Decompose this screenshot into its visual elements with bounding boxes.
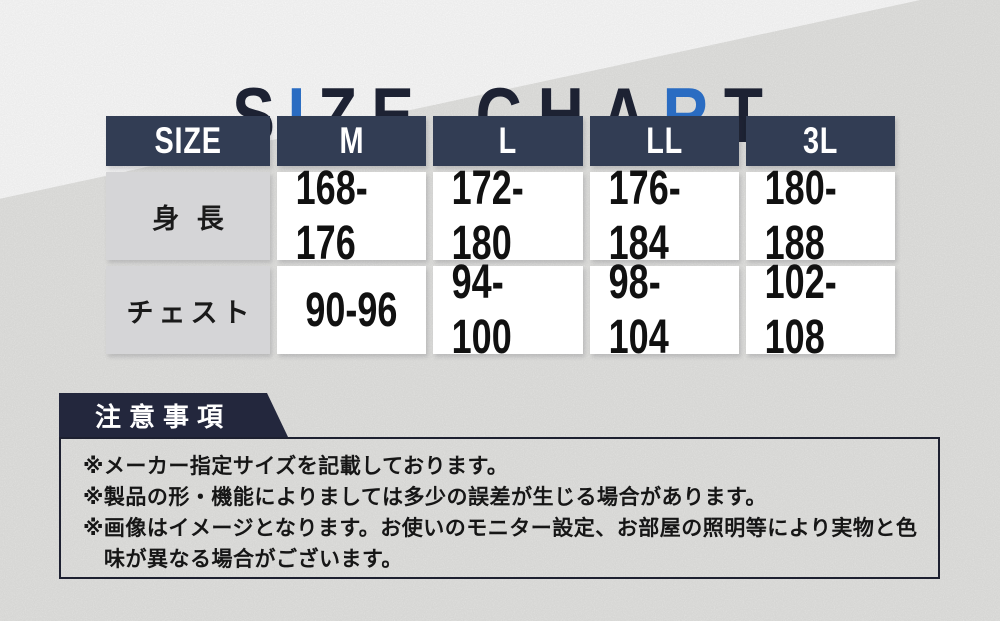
table-value-cell-text: 102-108	[764, 256, 837, 364]
table-corner-header: SIZE	[106, 116, 270, 166]
table-value-cell: 102-108	[745, 256, 895, 364]
table-row-label-text: チェスト	[126, 297, 255, 328]
table-row-label-text: 身 長	[152, 203, 229, 234]
notice-item: ※製品の形・機能によりましては多少の誤差が生じる場合があります。	[83, 486, 767, 509]
table-col-header: L	[433, 116, 583, 166]
notice-item: ※画像はイメージとなります。お使いのモニター設定、お部屋の照明等により実物と色味…	[83, 517, 918, 571]
table-col-header-text: L	[498, 120, 518, 161]
notice-list: ※メーカー指定サイズを記載しております。 ※製品の形・機能によりましては多少の誤差…	[83, 451, 922, 575]
table-value-cell: 98-104	[589, 256, 739, 364]
table-value-cell: 172-180	[433, 162, 583, 270]
table-col-header: 3L	[745, 116, 895, 166]
table-corner-header-text: SIZE	[154, 120, 222, 161]
table-value-cell: 94-100	[433, 256, 583, 364]
table-value-cell-text: 168-176	[295, 162, 368, 270]
table-col-header: M	[277, 116, 427, 166]
table-col-header-text: 3L	[802, 120, 838, 161]
table-col-header: LL	[589, 116, 739, 166]
table-value-cell: 180-188	[745, 162, 895, 270]
table-value-cell: 90-96	[277, 266, 427, 354]
notice-banner-label: 注意事項	[95, 401, 232, 432]
table-col-header-text: M	[339, 120, 365, 161]
table-row-label: 身 長	[106, 172, 270, 260]
notice-banner: 注意事項	[59, 393, 288, 437]
size-table: SIZE M L LL 3L 身 長 168-176 172-180 176-184 180-18…	[106, 116, 895, 364]
table-col-header-text: LL	[645, 120, 683, 161]
table-value-cell-text: 90-96	[305, 283, 398, 337]
table-value-cell-text: 94-100	[451, 256, 512, 364]
table-value-cell: 168-176	[277, 162, 427, 270]
notice-box: ※メーカー指定サイズを記載しております。 ※製品の形・機能によりましては多少の誤差…	[59, 437, 940, 579]
table-value-cell: 176-184	[589, 162, 739, 270]
notice-item: ※メーカー指定サイズを記載しております。	[83, 455, 509, 478]
table-row-label: チェスト	[106, 266, 270, 354]
table-value-cell-text: 98-104	[608, 256, 669, 364]
